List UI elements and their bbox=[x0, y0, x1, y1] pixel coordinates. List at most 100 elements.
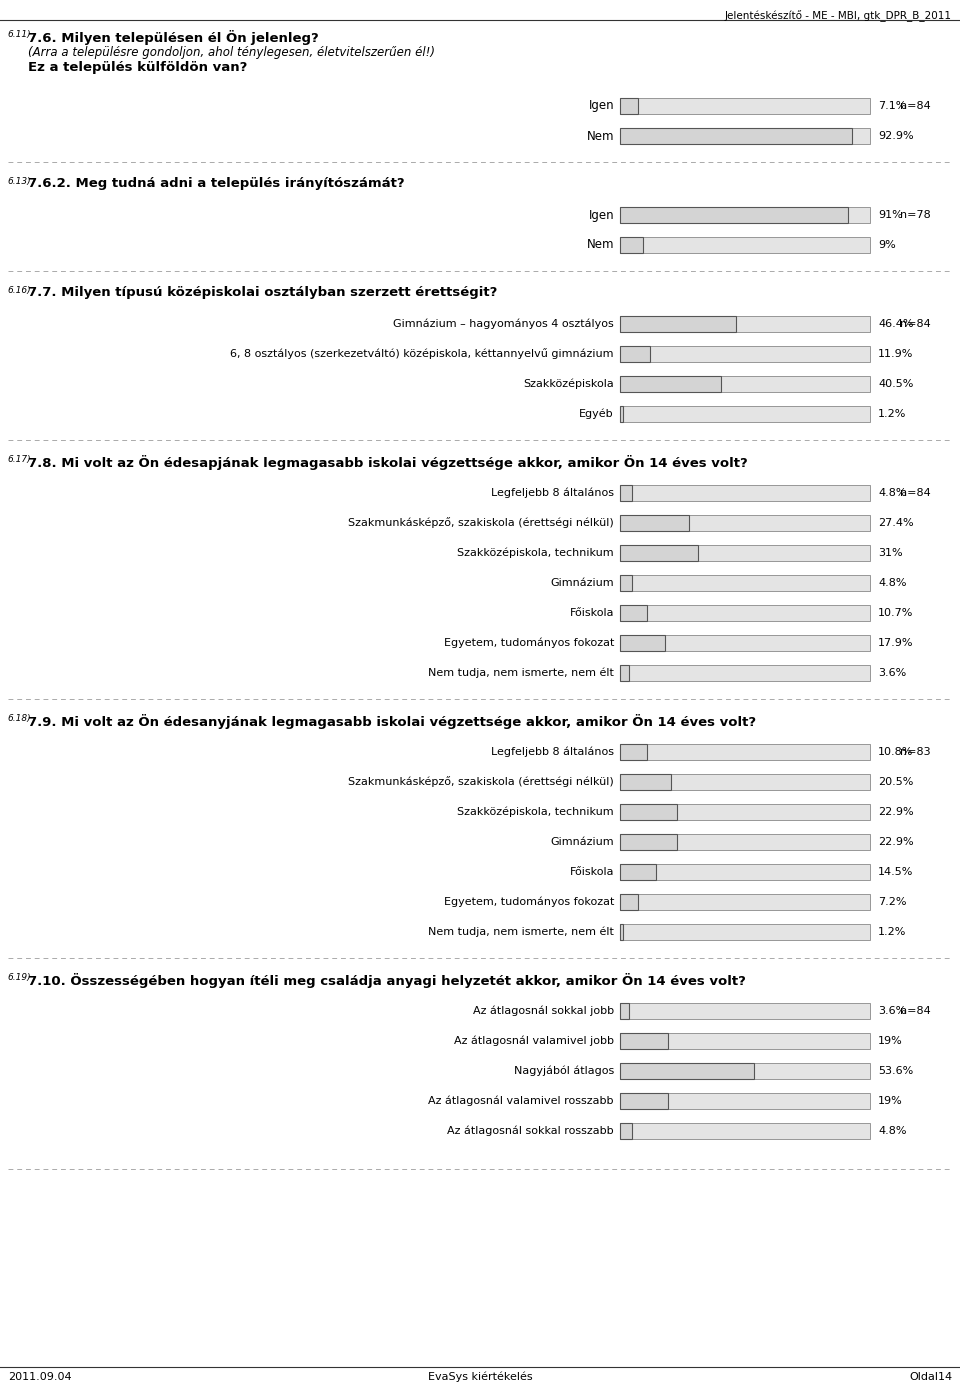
Bar bbox=[620, 635, 664, 651]
Bar bbox=[620, 1003, 870, 1018]
Bar bbox=[620, 605, 870, 621]
Text: Nem tudja, nem ismerte, nem élt: Nem tudja, nem ismerte, nem élt bbox=[428, 926, 614, 937]
Text: 6.18): 6.18) bbox=[7, 714, 31, 723]
Bar bbox=[620, 317, 870, 332]
Text: Szakmunkásképző, szakiskola (érettségi nélkül): Szakmunkásképző, szakiskola (érettségi n… bbox=[348, 777, 614, 788]
Text: 9%: 9% bbox=[878, 240, 896, 250]
Bar bbox=[620, 605, 647, 621]
Text: Az átlagosnál sokkal rosszabb: Az átlagosnál sokkal rosszabb bbox=[447, 1126, 614, 1137]
Bar bbox=[620, 635, 870, 651]
Text: 22.9%: 22.9% bbox=[878, 837, 914, 847]
Text: 6.13): 6.13) bbox=[7, 177, 31, 186]
Bar bbox=[620, 575, 632, 591]
Text: n=84: n=84 bbox=[900, 1006, 931, 1016]
Bar bbox=[620, 665, 870, 681]
Text: 3.6%: 3.6% bbox=[878, 668, 906, 678]
Text: 91%: 91% bbox=[878, 211, 902, 220]
Bar bbox=[620, 98, 637, 114]
Bar bbox=[620, 515, 688, 531]
Text: Gimnázium: Gimnázium bbox=[550, 837, 614, 847]
Text: Az átlagosnál sokkal jobb: Az átlagosnál sokkal jobb bbox=[473, 1006, 614, 1016]
Text: 10.8%: 10.8% bbox=[878, 746, 913, 757]
Text: 10.7%: 10.7% bbox=[878, 608, 913, 618]
Text: Főiskola: Főiskola bbox=[569, 868, 614, 877]
Text: Az átlagosnál valamivel jobb: Az átlagosnál valamivel jobb bbox=[454, 1035, 614, 1046]
Bar bbox=[620, 128, 870, 144]
Text: 14.5%: 14.5% bbox=[878, 868, 913, 877]
Bar bbox=[620, 128, 852, 144]
Bar bbox=[620, 317, 736, 332]
Text: 6.17): 6.17) bbox=[7, 455, 31, 465]
Text: 92.9%: 92.9% bbox=[878, 131, 914, 141]
Text: Igen: Igen bbox=[588, 208, 614, 222]
Text: 7.1%: 7.1% bbox=[878, 100, 906, 112]
Text: 7.6.2. Meg tudná adni a település irányítószámát?: 7.6.2. Meg tudná adni a település irányí… bbox=[28, 177, 404, 190]
Text: Nem: Nem bbox=[587, 130, 614, 142]
Text: 7.7. Milyen típusú középiskolai osztályban szerzett érettségit?: 7.7. Milyen típusú középiskolai osztályb… bbox=[28, 286, 497, 299]
Text: 6, 8 osztályos (szerkezetváltó) középiskola, kéttannyelvű gimnázium: 6, 8 osztályos (szerkezetváltó) középisk… bbox=[230, 349, 614, 360]
Text: Oldal14: Oldal14 bbox=[909, 1373, 952, 1382]
Bar bbox=[620, 834, 870, 850]
Bar bbox=[620, 575, 870, 591]
Text: 7.6. Milyen településen él Ön jelenleg?: 7.6. Milyen településen él Ön jelenleg? bbox=[28, 31, 319, 45]
Text: 1.2%: 1.2% bbox=[878, 928, 906, 937]
Text: 20.5%: 20.5% bbox=[878, 777, 913, 787]
Bar bbox=[620, 864, 657, 880]
Text: 4.8%: 4.8% bbox=[878, 578, 906, 589]
Bar bbox=[620, 1094, 870, 1109]
Bar bbox=[620, 923, 623, 940]
Text: 17.9%: 17.9% bbox=[878, 638, 914, 649]
Bar bbox=[620, 485, 632, 501]
Text: n=84: n=84 bbox=[900, 100, 931, 112]
Bar bbox=[620, 1123, 870, 1138]
Bar bbox=[620, 665, 629, 681]
Bar bbox=[620, 346, 650, 361]
Bar bbox=[620, 1034, 870, 1049]
Text: 7.2%: 7.2% bbox=[878, 897, 906, 907]
Text: 6.19): 6.19) bbox=[7, 972, 31, 982]
Bar bbox=[620, 237, 870, 252]
Text: 53.6%: 53.6% bbox=[878, 1066, 913, 1076]
Text: 19%: 19% bbox=[878, 1096, 902, 1106]
Text: 1.2%: 1.2% bbox=[878, 409, 906, 418]
Text: Szakmunkásképző, szakiskola (érettségi nélkül): Szakmunkásképző, szakiskola (érettségi n… bbox=[348, 518, 614, 529]
Text: Egyetem, tudományos fokozat: Egyetem, tudományos fokozat bbox=[444, 897, 614, 907]
Text: Szakközépiskola, technikum: Szakközépiskola, technikum bbox=[457, 548, 614, 558]
Text: Igen: Igen bbox=[588, 99, 614, 113]
Text: 46.4%: 46.4% bbox=[878, 319, 914, 329]
Text: n=83: n=83 bbox=[900, 746, 930, 757]
Bar bbox=[620, 206, 870, 223]
Text: (Arra a településre gondoljon, ahol ténylegesen, életvitelszerűen él!): (Arra a településre gondoljon, ahol tény… bbox=[28, 46, 435, 59]
Text: 6.16): 6.16) bbox=[7, 286, 31, 294]
Bar bbox=[620, 1094, 667, 1109]
Text: Gimnázium: Gimnázium bbox=[550, 578, 614, 589]
Bar bbox=[620, 346, 870, 361]
Bar bbox=[620, 1063, 754, 1078]
Bar bbox=[620, 237, 642, 252]
Text: EvaSys kiértékelés: EvaSys kiértékelés bbox=[428, 1371, 532, 1382]
Bar bbox=[620, 894, 870, 910]
Text: 40.5%: 40.5% bbox=[878, 379, 913, 389]
Text: Legfeljebb 8 általános: Legfeljebb 8 általános bbox=[491, 746, 614, 757]
Bar bbox=[620, 894, 638, 910]
Bar bbox=[620, 744, 647, 760]
Bar bbox=[620, 206, 848, 223]
Bar bbox=[620, 1034, 667, 1049]
Bar bbox=[620, 864, 870, 880]
Bar bbox=[620, 804, 677, 820]
Bar bbox=[620, 545, 698, 561]
Bar bbox=[620, 1003, 629, 1018]
Bar bbox=[620, 377, 870, 392]
Text: 22.9%: 22.9% bbox=[878, 806, 914, 817]
Text: Nem tudja, nem ismerte, nem élt: Nem tudja, nem ismerte, nem élt bbox=[428, 668, 614, 678]
Text: Szakközépiskola: Szakközépiskola bbox=[523, 379, 614, 389]
Bar bbox=[620, 545, 870, 561]
Bar bbox=[620, 485, 870, 501]
Text: 19%: 19% bbox=[878, 1036, 902, 1046]
Text: 4.8%: 4.8% bbox=[878, 1126, 906, 1136]
Bar bbox=[620, 1123, 632, 1138]
Text: 4.8%: 4.8% bbox=[878, 488, 906, 498]
Text: Szakközépiskola, technikum: Szakközépiskola, technikum bbox=[457, 806, 614, 817]
Text: 31%: 31% bbox=[878, 548, 902, 558]
Text: 7.10. Összességében hogyan ítéli meg családja anyagi helyzetét akkor, amikor Ön : 7.10. Összességében hogyan ítéli meg csa… bbox=[28, 972, 746, 988]
